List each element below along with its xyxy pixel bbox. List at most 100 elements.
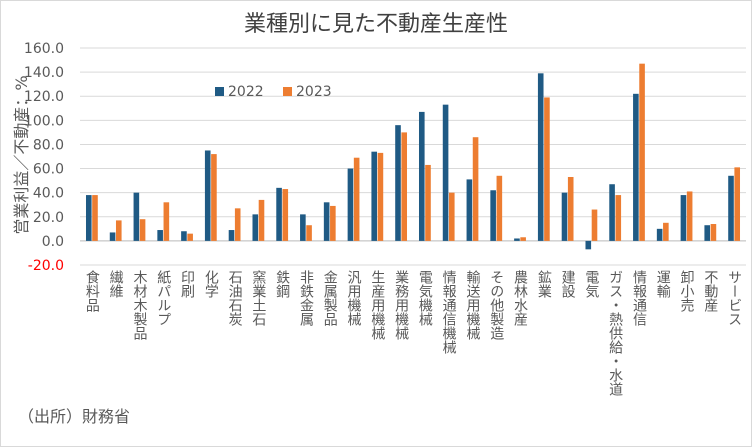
bar-2022-生産用機械 <box>371 151 378 241</box>
legend-swatch-2022 <box>215 87 224 96</box>
legend-label-2023: 2023 <box>296 84 332 100</box>
source-note: （出所）財務省 <box>18 407 131 426</box>
x-tick-label: 業務用機械 <box>393 270 409 340</box>
bar-2022-情報通信機械 <box>442 104 449 241</box>
bar-2023-生産用機械 <box>377 152 384 241</box>
legend-swatch-2023 <box>283 87 292 96</box>
bar-2022-化学 <box>204 150 211 241</box>
bar-2022-その他製造 <box>490 190 496 241</box>
x-tick-label: 建設 <box>560 270 576 298</box>
bar-2022-石油石炭 <box>228 230 235 241</box>
x-tick-label: 紙パルプ <box>155 270 171 326</box>
bar-2023-業務用機械 <box>401 132 408 241</box>
bar-2022-電気機械 <box>418 111 425 241</box>
bar-2023-農林水産 <box>520 237 526 241</box>
bar-2023-紙パルプ <box>163 202 170 241</box>
x-tick-label: 窯業土石 <box>250 269 266 326</box>
bar-2023-化学 <box>211 154 217 241</box>
x-tick-label: 不動産 <box>702 270 718 313</box>
bar-2022-汎用機械 <box>347 168 354 241</box>
legend-label-2022: 2022 <box>228 84 264 100</box>
bar-2022-繊維 <box>109 232 116 241</box>
x-tick-label: ガス・熱供給・水道 <box>607 270 623 397</box>
bar-2023-電気 <box>591 209 598 241</box>
x-tick-label: 鉄鋼 <box>274 270 290 298</box>
y-tick-label: 120.0 <box>24 89 64 105</box>
bar-2022-非鉄金属 <box>300 214 306 241</box>
x-tick-label: 生産用機械 <box>369 270 385 340</box>
bar-2022-鉄鋼 <box>276 187 282 241</box>
x-tick-label: 食料品 <box>84 269 100 312</box>
bar-2023-情報通信 <box>639 63 645 241</box>
x-tick-label: 運輸 <box>655 270 671 298</box>
bar-2023-食料品 <box>92 195 98 241</box>
bar-2022-情報通信 <box>633 93 639 241</box>
bar-2023-電気機械 <box>425 164 431 241</box>
chart-title: 業種別に見た不動産生産性 <box>243 12 508 37</box>
bar-2023-汎用機械 <box>353 157 360 241</box>
y-tick-label: 80.0 <box>33 137 64 153</box>
y-tick-label: -20.0 <box>28 258 64 274</box>
y-tick-label: 0.0 <box>42 234 64 250</box>
bar-2022-電気 <box>585 240 592 250</box>
x-tick-label: 輸送用機械 <box>464 270 480 340</box>
y-tick-label: 20.0 <box>33 210 64 226</box>
x-tick-label: サービス <box>726 270 742 326</box>
y-tick-label: 140.0 <box>24 65 64 81</box>
bar-2022-木材木製品 <box>133 192 140 241</box>
x-tick-label: 石油石炭 <box>227 270 243 326</box>
x-tick-label: 卸小売 <box>679 270 695 313</box>
bar-2022-不動産 <box>704 225 711 241</box>
bar-2022-サービス <box>728 175 734 241</box>
bar-2023-金属製品 <box>330 205 336 241</box>
bar-2023-繊維 <box>115 220 122 241</box>
x-tick-label: 木材木製品 <box>131 270 147 340</box>
bar-2023-建設 <box>567 176 574 241</box>
y-tick-label: 60.0 <box>33 162 64 178</box>
bar-2023-木材木製品 <box>139 219 146 241</box>
y-tick-label: 40.0 <box>33 186 64 202</box>
bar-2023-情報通信機械 <box>448 192 455 241</box>
bar-2022-印刷 <box>181 231 187 241</box>
bar-2022-ガス・熱供給・水道 <box>609 184 615 241</box>
bar-2023-卸小売 <box>686 191 693 241</box>
bar-2022-卸小売 <box>680 195 687 241</box>
bar-2022-窯業土石 <box>252 214 259 241</box>
bar-2022-農林水産 <box>514 238 520 241</box>
bar-2023-鉱業 <box>544 97 550 241</box>
x-tick-label: 化学 <box>203 270 219 298</box>
x-tick-label: 非鉄金属 <box>298 270 314 326</box>
bar-2023-印刷 <box>187 233 193 241</box>
bar-2023-鉄鋼 <box>282 189 289 241</box>
bar-2022-鉱業 <box>537 73 544 241</box>
bar-2023-窯業土石 <box>258 199 265 241</box>
bar-2023-サービス <box>734 167 741 241</box>
x-tick-label: 汎用機械 <box>346 270 362 326</box>
bar-2022-業務用機械 <box>395 125 401 241</box>
bar-2022-運輸 <box>656 228 663 241</box>
bar-2022-輸送用機械 <box>466 179 473 241</box>
bar-2023-ガス・熱供給・水道 <box>615 195 622 241</box>
x-tick-label: 印刷 <box>179 270 195 298</box>
bar-2022-食料品 <box>85 195 92 241</box>
x-tick-label: 電気機械 <box>417 270 433 326</box>
y-tick-label: 100.0 <box>24 113 64 129</box>
x-tick-label: 農林水産 <box>512 270 528 327</box>
x-tick-label: 金属製品 <box>322 270 338 326</box>
x-tick-label: 鉱業 <box>536 269 552 298</box>
bar-2023-その他製造 <box>496 175 503 241</box>
bar-2023-輸送用機械 <box>472 137 479 241</box>
x-tick-label: 電気 <box>583 270 599 299</box>
bar-2023-運輸 <box>663 222 669 241</box>
x-tick-label: 情報通信機械 <box>441 270 457 354</box>
x-tick-label: 繊維 <box>108 270 124 298</box>
bar-2023-非鉄金属 <box>306 225 312 241</box>
bar-2023-不動産 <box>710 224 717 241</box>
x-tick-label: その他製造 <box>488 270 504 341</box>
bar-2022-金属製品 <box>323 202 330 241</box>
bar-2022-紙パルプ <box>157 230 163 241</box>
x-tick-label: 情報通信 <box>631 270 647 326</box>
bar-2022-建設 <box>561 192 568 241</box>
y-tick-label: 160.0 <box>24 41 64 57</box>
